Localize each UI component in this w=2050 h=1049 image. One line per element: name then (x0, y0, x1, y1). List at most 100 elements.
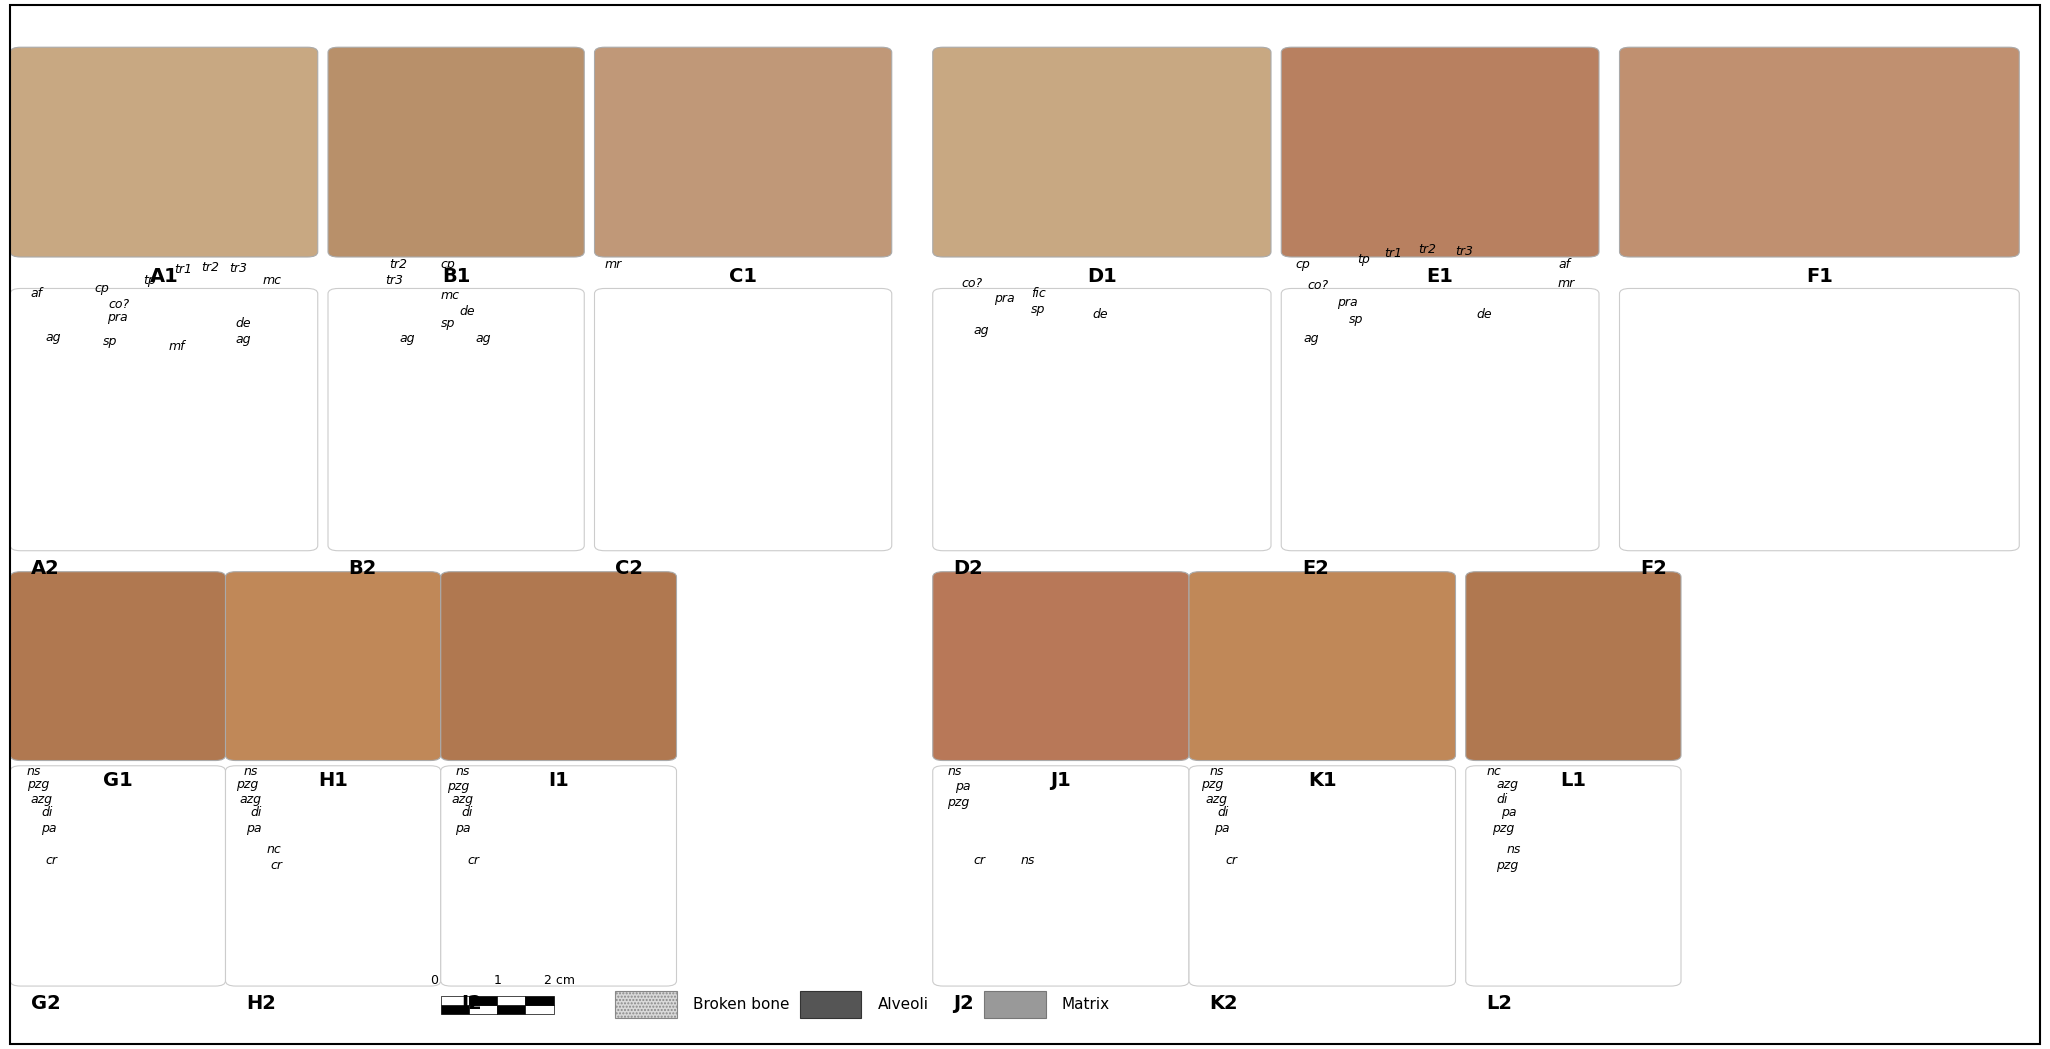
Text: ns: ns (1507, 843, 1521, 856)
Bar (469, 1005, 496, 1014)
Text: pzg: pzg (27, 778, 49, 791)
FancyBboxPatch shape (594, 288, 892, 551)
FancyBboxPatch shape (1620, 288, 2019, 551)
Text: pa: pa (1214, 822, 1230, 835)
Bar (525, 1005, 554, 1014)
Text: ag: ag (236, 334, 252, 346)
Bar (496, 996, 525, 1005)
Text: H1: H1 (318, 771, 348, 790)
FancyBboxPatch shape (1281, 288, 1599, 551)
FancyBboxPatch shape (1620, 47, 2019, 257)
Text: pa: pa (955, 780, 972, 793)
Text: ag: ag (974, 324, 990, 337)
Text: ag: ag (476, 333, 492, 345)
Text: B1: B1 (443, 267, 469, 286)
FancyBboxPatch shape (328, 288, 584, 551)
Text: G2: G2 (31, 994, 62, 1013)
Text: ns: ns (27, 765, 41, 777)
Text: C1: C1 (730, 267, 756, 286)
Text: mc: mc (441, 290, 459, 302)
Text: di: di (1496, 793, 1509, 806)
Text: azg: azg (240, 793, 262, 806)
Text: pzg: pzg (447, 780, 469, 793)
FancyBboxPatch shape (1189, 572, 1456, 761)
FancyBboxPatch shape (226, 766, 441, 986)
FancyBboxPatch shape (10, 572, 226, 761)
Text: ag: ag (1304, 333, 1320, 345)
Text: co?: co? (961, 277, 982, 290)
Text: E1: E1 (1427, 267, 1453, 286)
Text: tp: tp (1357, 253, 1369, 265)
Text: tr3: tr3 (230, 262, 248, 275)
Bar (800, 991, 861, 1018)
Text: de: de (459, 305, 476, 318)
Text: J1: J1 (1050, 771, 1072, 790)
Text: mf: mf (168, 340, 184, 352)
Text: pa: pa (246, 822, 262, 835)
Text: pa: pa (41, 822, 57, 835)
FancyBboxPatch shape (441, 572, 676, 761)
Text: A2: A2 (31, 559, 59, 578)
Text: K1: K1 (1308, 771, 1337, 790)
Text: ag: ag (45, 331, 61, 344)
Text: J2: J2 (953, 994, 974, 1013)
Text: ns: ns (947, 765, 961, 777)
Text: ns: ns (1210, 765, 1224, 777)
Text: pra: pra (1337, 296, 1357, 308)
FancyBboxPatch shape (1281, 47, 1599, 257)
Text: azg: azg (1496, 778, 1519, 791)
FancyBboxPatch shape (328, 47, 584, 257)
Text: di: di (1218, 807, 1230, 819)
Text: tr2: tr2 (201, 261, 219, 274)
Text: Matrix: Matrix (1062, 997, 1109, 1012)
Text: pzg: pzg (1201, 778, 1224, 791)
FancyBboxPatch shape (10, 288, 318, 551)
Text: co?: co? (109, 298, 129, 311)
Text: pzg: pzg (1492, 822, 1515, 835)
FancyBboxPatch shape (1466, 766, 1681, 986)
FancyBboxPatch shape (933, 288, 1271, 551)
Text: di: di (461, 807, 474, 819)
Text: pzg: pzg (947, 796, 970, 809)
Text: de: de (1476, 308, 1492, 321)
FancyBboxPatch shape (933, 766, 1189, 986)
Text: ns: ns (455, 765, 469, 777)
Text: co?: co? (1308, 279, 1328, 292)
Text: de: de (1093, 308, 1109, 321)
Text: sp: sp (1349, 314, 1363, 326)
Text: A1: A1 (150, 267, 178, 286)
Text: B2: B2 (348, 559, 377, 578)
Text: azg: azg (451, 793, 474, 806)
Text: azg: azg (1205, 793, 1228, 806)
Text: mr: mr (605, 258, 621, 271)
Text: H2: H2 (246, 994, 277, 1013)
Bar (469, 996, 496, 1005)
FancyBboxPatch shape (1466, 572, 1681, 761)
FancyBboxPatch shape (1189, 766, 1456, 986)
Text: K2: K2 (1210, 994, 1238, 1013)
FancyBboxPatch shape (933, 47, 1271, 257)
Text: 2 cm: 2 cm (543, 975, 576, 987)
Bar (615, 991, 676, 1018)
Text: cp: cp (1296, 258, 1310, 271)
FancyBboxPatch shape (10, 766, 226, 986)
Text: sp: sp (441, 317, 455, 329)
Text: cr: cr (467, 854, 480, 866)
Text: af: af (31, 287, 43, 300)
Text: mc: mc (262, 274, 281, 286)
FancyBboxPatch shape (226, 572, 441, 761)
Text: pa: pa (455, 822, 472, 835)
Text: cr: cr (271, 859, 283, 872)
Bar (525, 996, 554, 1005)
Text: mr: mr (1558, 277, 1574, 290)
Text: F2: F2 (1640, 559, 1667, 578)
Text: pzg: pzg (236, 778, 258, 791)
Text: pa: pa (1501, 807, 1517, 819)
Text: tr2: tr2 (1419, 243, 1437, 256)
Text: tp: tp (144, 274, 156, 286)
Text: nc: nc (1486, 765, 1501, 777)
Text: sp: sp (1031, 303, 1046, 316)
Text: Broken bone: Broken bone (693, 997, 789, 1012)
Bar (984, 991, 1046, 1018)
Text: tr2: tr2 (390, 258, 408, 271)
